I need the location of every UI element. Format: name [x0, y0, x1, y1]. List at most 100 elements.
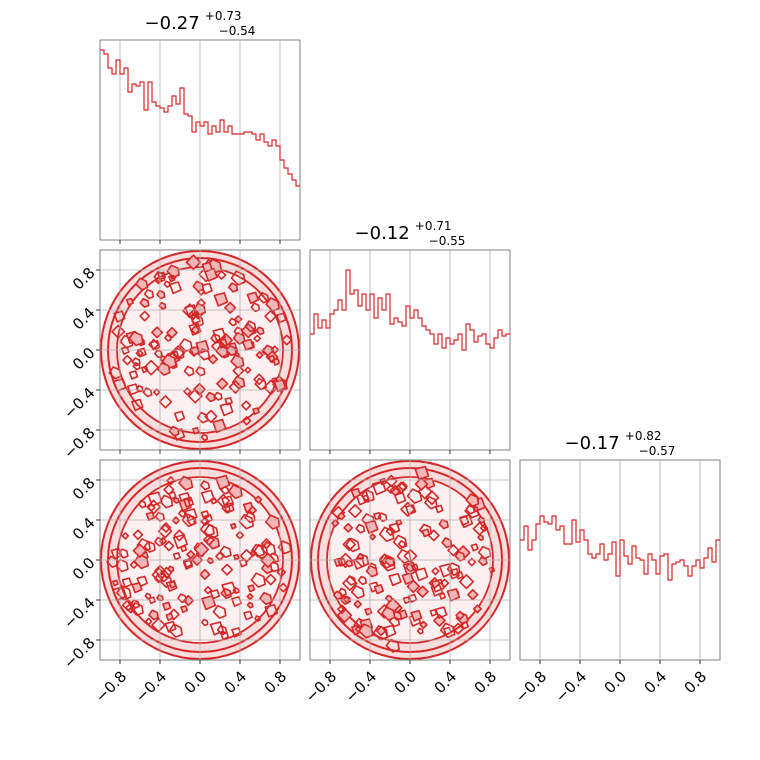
contour-level [265, 514, 281, 530]
contour-level [192, 426, 200, 435]
contour-level [163, 484, 175, 496]
contour-level [470, 543, 479, 552]
contour-level [371, 480, 387, 496]
contour-level [406, 579, 421, 594]
contour-level [151, 617, 166, 633]
contour-level [452, 622, 464, 635]
contour-level [168, 281, 182, 295]
contour-level [216, 270, 227, 280]
contour-level [338, 587, 347, 597]
contour-level [220, 631, 230, 641]
contour-level [200, 510, 210, 520]
contour-level [362, 494, 370, 502]
contour-level [216, 377, 229, 390]
contour-level [163, 540, 175, 552]
contour-level [173, 529, 186, 542]
contour-level [467, 557, 477, 567]
ytick-label-r2-2: 0.0 [69, 554, 99, 584]
ytick-label-r1-0: −0.8 [60, 424, 98, 462]
contour-level [164, 620, 177, 633]
contour-level [278, 582, 289, 593]
contour-level [230, 270, 246, 286]
contour-level [168, 274, 176, 283]
contour-level [219, 545, 232, 559]
contour-level [385, 474, 398, 488]
contour-level [129, 602, 144, 617]
contour-level [358, 623, 374, 639]
contour-level [121, 532, 130, 540]
contour-level [270, 345, 280, 354]
contour-level [416, 627, 424, 635]
contour-level [157, 271, 167, 281]
contour-level [171, 516, 181, 525]
contour-level [168, 608, 180, 621]
contour-level [400, 501, 416, 517]
contour-level [212, 418, 227, 434]
contour-level [173, 410, 186, 422]
hist-1-title-sub: −0.55 [429, 234, 466, 248]
contour-level [265, 350, 279, 364]
contour-level [201, 618, 209, 627]
contour-level [192, 280, 205, 293]
contour-level [353, 599, 363, 609]
contour-level [344, 559, 354, 568]
contour-level [385, 526, 396, 536]
contour-level [241, 416, 252, 426]
contour-level [200, 433, 209, 441]
xtick-label-r2c1-4: 0.8 [471, 668, 501, 698]
contour-level [118, 548, 129, 559]
contour-level [403, 549, 418, 563]
contour-level [186, 550, 196, 560]
contour-level [247, 584, 256, 593]
panel-hist-0-grid [119, 40, 281, 240]
contour-level [203, 533, 215, 546]
xtick-label-r2c2-3: 0.4 [641, 668, 671, 698]
contour-level [250, 302, 261, 313]
contour-level [460, 621, 469, 630]
contour-level [373, 584, 385, 595]
panel-contour-0-1 [99, 249, 301, 451]
xtick-label-r2c1-0: −0.8 [302, 668, 340, 706]
contour-level [241, 400, 252, 411]
hist-0-title-main: −0.27 [145, 13, 200, 34]
contour-level [477, 556, 488, 567]
contour-level [250, 543, 265, 558]
xtick-label-r2c0-2: 0.0 [181, 668, 211, 698]
contour-level [337, 604, 347, 614]
contour-level [142, 387, 153, 398]
contour-level [193, 382, 206, 396]
contour-level [243, 610, 253, 621]
contour-level [200, 489, 215, 504]
hist-2-title: −0.17 +0.82 −0.57 [565, 425, 676, 458]
contour-level [111, 324, 126, 339]
xtick-label-r2c1-2: 0.0 [391, 668, 421, 698]
contour-level [172, 552, 181, 561]
contour-level [132, 362, 141, 371]
contour-level [213, 292, 229, 307]
contour-level [143, 540, 156, 553]
contour-level [232, 364, 245, 377]
contour-level [438, 518, 449, 530]
contour-level [255, 326, 265, 336]
contour-level [230, 354, 245, 369]
ytick-label-r2-3: 0.4 [69, 514, 99, 544]
contour-level [193, 541, 210, 557]
ytick-label-r2-1: −0.4 [60, 594, 98, 632]
contour-level [148, 609, 160, 621]
contour-level [203, 586, 213, 595]
contour-level [113, 310, 126, 323]
contour-level [112, 579, 119, 587]
contour-level [136, 347, 147, 358]
contour-level [216, 493, 231, 508]
xtick-label-r2c1-1: −0.4 [342, 668, 380, 706]
contour-level [259, 591, 273, 606]
contour-level [158, 537, 167, 546]
contour-level [183, 365, 195, 377]
contour-level [223, 502, 235, 514]
contour-level [253, 334, 262, 343]
contour-level [416, 585, 429, 598]
hist-1-title: −0.12 +0.71 −0.55 [355, 215, 466, 248]
contour-level [127, 383, 140, 396]
contour-level [393, 492, 407, 505]
